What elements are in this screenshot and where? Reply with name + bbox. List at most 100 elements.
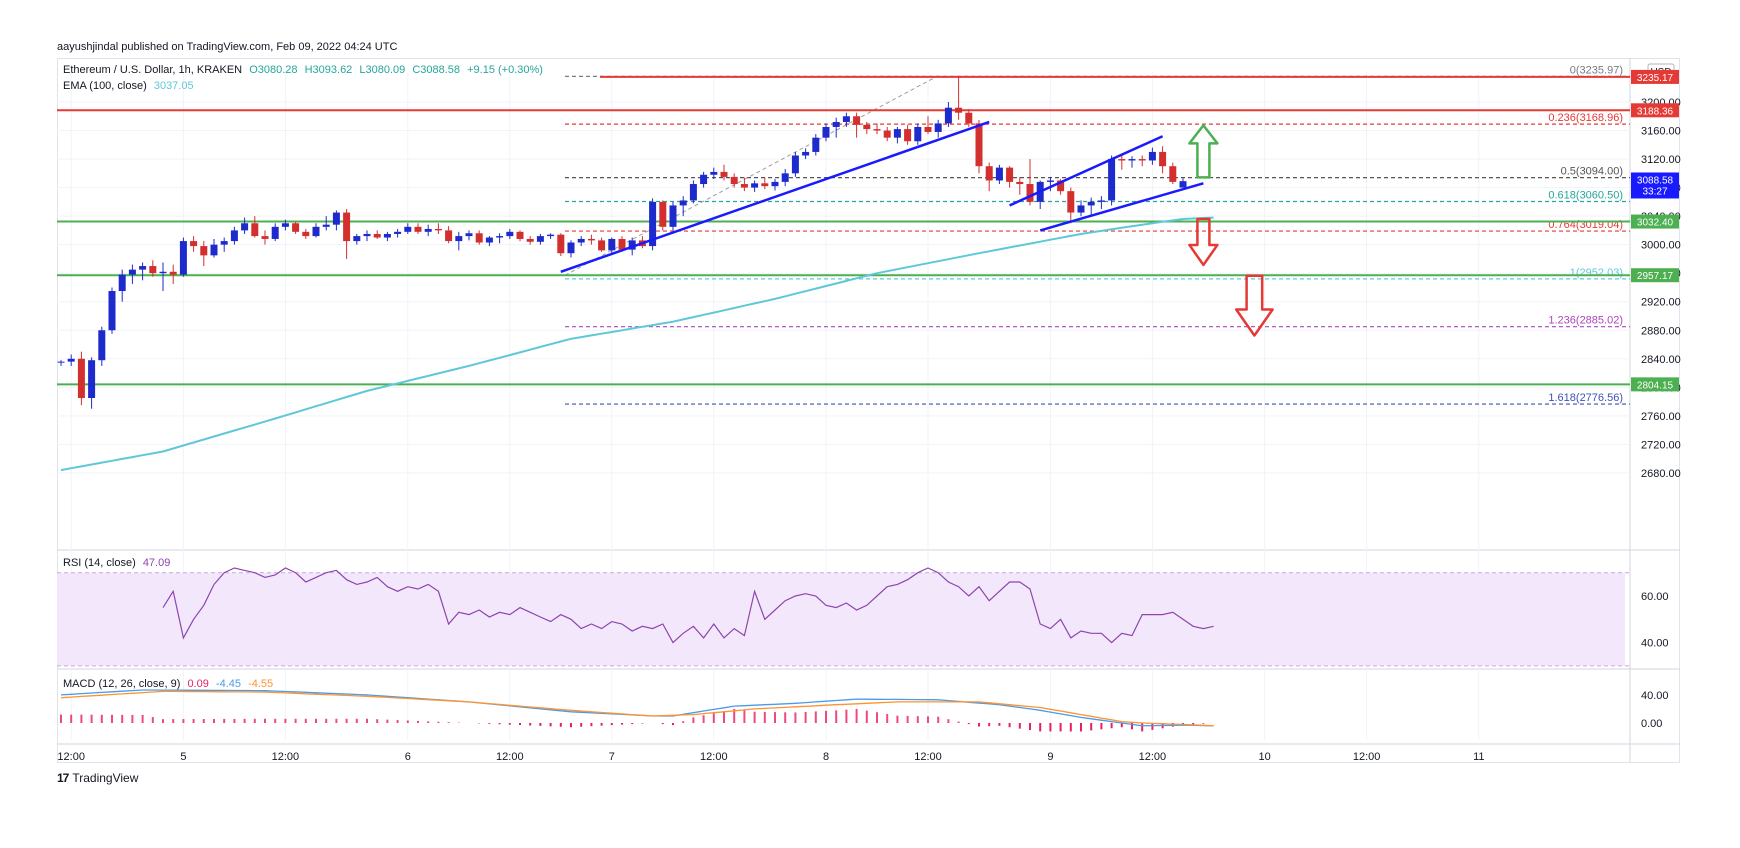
candle-body <box>128 269 136 275</box>
candle-body <box>190 241 198 247</box>
candle-body <box>618 238 626 250</box>
candle-body <box>200 246 208 256</box>
macd-header: MACD (12, 26, close, 9) 0.09 -4.45 -4.55 <box>63 678 277 690</box>
candle-body <box>77 358 85 399</box>
candle <box>1077 200 1085 217</box>
x-tick-label: 12:00 <box>1139 751 1167 763</box>
candle-body <box>230 230 238 242</box>
candle-body <box>465 233 473 237</box>
candle <box>1118 155 1126 170</box>
candle-body <box>669 205 677 227</box>
candle-body <box>965 112 973 124</box>
candle-body <box>363 233 371 237</box>
candle-body <box>434 228 442 231</box>
candle <box>791 151 799 177</box>
arrow-down-icon <box>1234 274 1274 337</box>
candle <box>281 219 289 231</box>
candle-body <box>383 233 391 238</box>
x-tick-label: 7 <box>609 751 615 763</box>
candle-body <box>863 124 871 130</box>
candle-body <box>281 223 289 227</box>
candle <box>893 126 901 144</box>
candle <box>383 231 391 242</box>
candle-body <box>353 236 361 242</box>
candle <box>230 226 238 245</box>
candle <box>873 123 881 135</box>
candle-body <box>842 116 850 122</box>
candle-body <box>547 234 555 237</box>
candle <box>424 224 432 237</box>
ema-header: EMA (100, close) 3037.05 <box>63 80 198 92</box>
candle <box>353 233 361 245</box>
countdown-label: 33:27 <box>1642 186 1667 197</box>
macd-title: MACD (12, 26, close, 9) <box>63 678 181 690</box>
candle-body <box>985 166 993 181</box>
candle <box>251 216 259 238</box>
macd-signal-value: -4.55 <box>248 678 274 690</box>
candle-body <box>159 271 167 274</box>
current-price-tag <box>1631 172 1679 199</box>
candle <box>679 196 687 217</box>
candle <box>914 123 922 145</box>
candle <box>455 231 463 251</box>
x-tick-label: 12:00 <box>1353 751 1381 763</box>
candle <box>1016 176 1024 195</box>
candle-body <box>730 176 738 185</box>
candle-body <box>944 107 952 124</box>
candle-body <box>1046 180 1054 182</box>
rsi-line <box>162 567 1214 644</box>
candle-body <box>710 171 718 175</box>
candle-body <box>1138 159 1146 161</box>
candle-body <box>924 126 932 132</box>
candle-body <box>700 174 708 185</box>
candle <box>322 216 330 231</box>
candle-body <box>1077 205 1085 213</box>
candle-body <box>261 236 269 239</box>
fib-level-label: 0(3235.97) <box>1570 64 1623 76</box>
candle-body <box>934 123 942 132</box>
candle <box>190 236 198 252</box>
fib-level-label: 1.236(2885.02) <box>1548 315 1623 327</box>
candle <box>944 102 952 127</box>
symbol-header: Ethereum / U.S. Dollar, 1h, KRAKEN O3080… <box>63 64 547 76</box>
candle <box>730 173 738 188</box>
y-tick-label: 2880.00 <box>1641 325 1681 337</box>
fib-level-label: 0.236(3168.96) <box>1548 112 1623 124</box>
candle <box>414 223 422 234</box>
candle-body <box>720 171 728 177</box>
candle-body <box>853 116 861 125</box>
candle-body <box>1057 180 1065 192</box>
candle <box>404 223 412 234</box>
candle-body <box>1016 181 1024 185</box>
candle <box>220 237 228 252</box>
candle-body <box>1169 166 1177 182</box>
macd-hist-value: 0.09 <box>187 678 209 690</box>
candle-body <box>740 184 748 188</box>
candle-body <box>251 223 259 237</box>
candle <box>740 177 748 192</box>
rsi-value: 47.09 <box>142 557 171 569</box>
candle <box>985 162 993 192</box>
tradingview-logo[interactable]: 17 TradingView <box>57 771 138 785</box>
candle-body <box>394 231 402 234</box>
candle-body <box>679 200 687 206</box>
rsi-title: RSI (14, close) <box>63 557 136 569</box>
candle <box>587 234 595 245</box>
candle-body <box>832 121 840 127</box>
candle-body <box>1097 200 1105 202</box>
candle <box>1006 166 1014 188</box>
candle-body <box>1128 159 1136 161</box>
candle-body <box>689 184 697 201</box>
x-tick-label: 8 <box>823 751 829 763</box>
y-tick-label: 3120.00 <box>1641 154 1681 166</box>
x-tick-label: 12:00 <box>700 751 728 763</box>
candle-body <box>139 266 147 270</box>
candle-body <box>751 183 759 188</box>
candle <box>434 223 442 234</box>
candle <box>363 230 371 242</box>
candle-body <box>485 237 493 243</box>
candle <box>577 236 585 247</box>
candle <box>1046 176 1054 192</box>
candle <box>536 233 544 245</box>
